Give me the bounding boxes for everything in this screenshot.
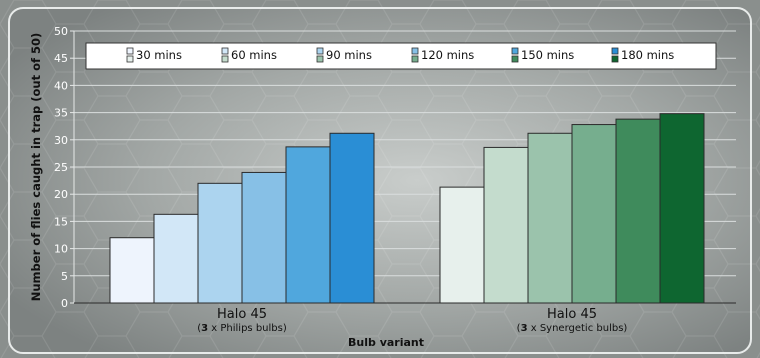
bar bbox=[241, 171, 287, 304]
legend-swatch bbox=[221, 55, 229, 63]
y-tick-label: 35 bbox=[54, 107, 68, 120]
legend-box bbox=[85, 42, 717, 70]
category-sublabel: (3 x Synergetic bulbs) bbox=[517, 323, 628, 334]
y-tick-label: 25 bbox=[54, 161, 68, 174]
legend-label: 90 mins bbox=[326, 48, 372, 62]
legend-swatch bbox=[611, 47, 619, 55]
bar bbox=[109, 237, 155, 304]
category-sublabel: (3 x Philips bulbs) bbox=[197, 323, 287, 334]
legend-swatch bbox=[611, 55, 619, 63]
bar bbox=[439, 186, 485, 304]
y-tick-label: 15 bbox=[54, 215, 68, 228]
y-tick-label: 20 bbox=[54, 188, 68, 201]
legend-label: 120 mins bbox=[421, 48, 474, 62]
category-label: Halo 45 bbox=[547, 307, 597, 322]
y-tick-label: 5 bbox=[61, 270, 68, 283]
y-tick-label: 30 bbox=[54, 134, 68, 147]
bar bbox=[329, 132, 375, 304]
legend-swatch bbox=[511, 55, 519, 63]
y-tick-label: 50 bbox=[54, 25, 68, 38]
legend-swatch bbox=[316, 47, 324, 55]
legend: 30 mins 60 mins 90 mins 120 mins 150 mins 180… bbox=[85, 42, 717, 70]
y-tick-label: 40 bbox=[54, 79, 68, 92]
y-axis-ticks: 0 5 10 15 20 25 30 35 40 45 50 bbox=[54, 25, 75, 310]
bar bbox=[527, 132, 573, 304]
y-tick-label: 45 bbox=[54, 52, 68, 65]
legend-label: 150 mins bbox=[521, 48, 574, 62]
legend-swatch bbox=[411, 55, 419, 63]
legend-label: 30 mins bbox=[136, 48, 182, 62]
bar bbox=[197, 182, 243, 304]
bars bbox=[109, 113, 705, 304]
category-label: Halo 45 bbox=[217, 307, 267, 322]
legend-label: 180 mins bbox=[621, 48, 674, 62]
category-labels: Halo 45(3 x Philips bulbs)Halo 45(3 x Sy… bbox=[197, 307, 627, 334]
legend-swatch bbox=[411, 47, 419, 55]
y-tick-label: 10 bbox=[54, 243, 68, 256]
bar bbox=[659, 113, 705, 304]
bar bbox=[153, 213, 199, 304]
x-axis-label: Bulb variant bbox=[348, 336, 424, 349]
bar bbox=[285, 146, 331, 304]
bar bbox=[615, 118, 661, 304]
legend-swatch bbox=[126, 47, 134, 55]
legend-label: 60 mins bbox=[231, 48, 277, 62]
legend-swatch bbox=[126, 55, 134, 63]
bar bbox=[571, 124, 617, 304]
legend-swatch bbox=[316, 55, 324, 63]
legend-swatch bbox=[221, 47, 229, 55]
y-tick-label: 0 bbox=[61, 297, 68, 310]
bar bbox=[483, 146, 529, 304]
legend-swatch bbox=[511, 47, 519, 55]
y-axis-label: Number of flies caught in trap (out of 5… bbox=[29, 33, 43, 302]
